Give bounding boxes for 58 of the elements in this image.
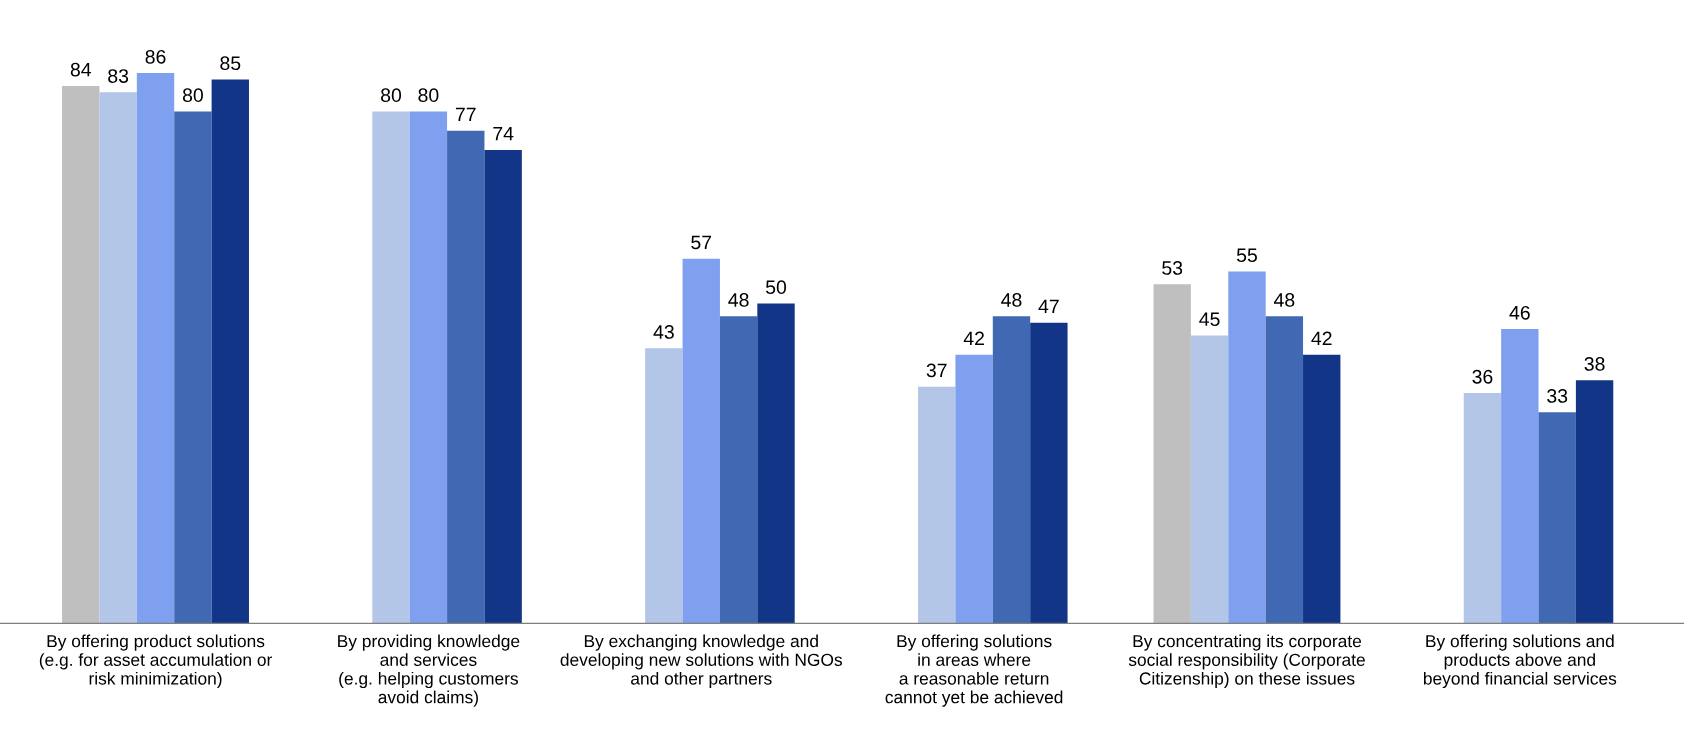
data-label: 48: [1273, 293, 1295, 307]
data-label: 48: [1001, 293, 1022, 307]
data-label: 48: [728, 293, 749, 307]
data-label: 84: [70, 62, 92, 77]
bar: [62, 85, 100, 624]
data-label: 47: [1038, 299, 1059, 314]
data-label: 86: [145, 49, 166, 64]
bar: [447, 130, 485, 624]
bar: [1538, 412, 1576, 624]
data-label: 80: [182, 88, 203, 103]
data-label: 53: [1162, 261, 1183, 275]
bar: [174, 111, 212, 624]
data-label: 80: [418, 88, 439, 103]
bar: [1030, 322, 1068, 624]
data-label: 55: [1236, 248, 1257, 263]
bar: [1303, 354, 1341, 624]
x-tick-label: By offering product solutions (e.g. for asset accumulation or risk minimization): [39, 634, 273, 689]
bar: [992, 316, 1031, 624]
data-label: 50: [765, 280, 787, 295]
bar: [918, 386, 956, 624]
bar: [955, 354, 993, 624]
x-tick-label: By offering solutions in areas where a reasonable return cannot yet be achieved: [885, 634, 1063, 707]
data-label: 80: [381, 88, 402, 103]
bar: [484, 149, 522, 624]
data-label: 57: [691, 235, 712, 250]
data-label: 37: [926, 363, 947, 378]
data-label: 38: [1584, 357, 1605, 371]
bar: [99, 92, 137, 624]
x-tick-label: By exchanging knowledge and developing new solutions with NGOs and other partners: [560, 634, 842, 689]
bar: [645, 348, 683, 624]
data-label: 42: [963, 331, 984, 346]
x-tick-label: By offering solutions and products above and beyond financial services: [1423, 634, 1617, 689]
data-label: 43: [653, 325, 674, 339]
bar: [1501, 329, 1539, 624]
bar: [1153, 284, 1191, 624]
bar: [1228, 271, 1266, 624]
bar: [1463, 393, 1502, 624]
data-label: 74: [493, 126, 514, 141]
bar: [409, 111, 448, 624]
data-label: 36: [1472, 369, 1493, 384]
bar: [372, 111, 410, 624]
bar: [1575, 380, 1614, 624]
bar: [1190, 335, 1229, 624]
bar: [136, 73, 175, 624]
data-label: 33: [1547, 389, 1568, 403]
data-label: 42: [1311, 331, 1332, 346]
data-label: 46: [1509, 305, 1530, 320]
data-label: 77: [455, 107, 476, 122]
bar: [211, 79, 249, 624]
x-tick-label: By providing knowledge and services (e.g. helping customers avoid claims): [338, 634, 520, 707]
x-tick-label: By concentrating its corporate social responsibility (Corporate Citizenship) on these issues: [1128, 634, 1365, 689]
bar: [1265, 316, 1304, 624]
bar: [719, 316, 758, 624]
data-label: 85: [220, 56, 241, 71]
data-label: 45: [1199, 312, 1220, 327]
bar: [757, 303, 795, 624]
bar: [682, 258, 720, 624]
data-label: 83: [108, 69, 129, 83]
